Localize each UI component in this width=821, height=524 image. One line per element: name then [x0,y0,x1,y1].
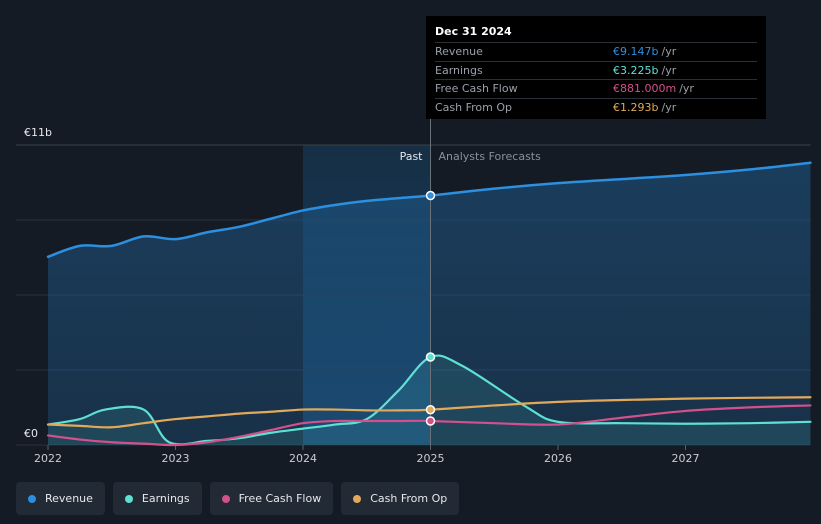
forecast-label: Analysts Forecasts [439,150,542,163]
revenue-marker [425,190,436,201]
legend-label: Cash From Op [370,492,448,505]
tooltip-date: Dec 31 2024 [435,25,512,38]
label-layer: 2022 2023 2024 2025 2026 2027 €11b €0 Past Analys… [24,126,700,465]
tooltip-value: €1.293b [613,100,659,114]
x-tick-label: 2027 [672,452,700,465]
legend-dot-icon [124,494,133,503]
y-axis-top-label: €11b [24,126,52,139]
tooltip-unit: /yr [679,82,694,95]
free-cash-flow-line [46,404,812,447]
y-axis-bottom-label: €0 [24,427,38,440]
tooltip-row-free-cash-flow: Free Cash Flow €881.000m /yr [435,79,757,98]
tooltip-label: Earnings [435,63,483,77]
tooltip-unit: /yr [661,45,677,58]
revenue-area [48,162,811,445]
tooltip-row-cash-from-op: Cash From Op €1.293b /yr [435,97,757,117]
x-tick-label: 2026 [544,452,572,465]
free-cash-flow-marker [425,416,436,426]
x-tick-label: 2023 [162,452,190,465]
legend-item-free-cash-flow[interactable]: Free Cash Flow [209,482,334,515]
area-layer [48,162,811,445]
tooltip-label: Revenue [435,45,483,58]
legend-dot-icon [221,494,230,503]
x-tick-label: 2022 [34,452,62,465]
tooltip-row-earnings: Earnings €3.225b /yr [435,60,757,80]
legend-item-earnings[interactable]: Earnings [112,482,202,515]
legend-dot-icon [28,494,36,503]
x-tick-label: 2024 [289,452,317,465]
revenue-line [46,161,812,259]
cash-from-op-line [46,396,812,429]
tooltip-label: Cash From Op [435,100,513,114]
tooltip-value: €881.000m [613,82,677,95]
tooltip: Dec 31 2024 Revenue €9.147b /yr Earnings… [426,16,766,119]
tooltip-label: Free Cash Flow [435,82,518,95]
tooltip-unit: /yr [661,63,677,77]
x-tick-label: 2025 [417,452,445,465]
tooltip-row-revenue: Revenue €9.147b /yr [435,42,757,61]
tooltip-value: €3.225b [613,63,659,77]
legend-item-revenue[interactable]: Revenue [16,482,105,515]
tooltip-value: €9.147b [613,45,659,58]
tooltip-unit: /yr [661,100,677,114]
legend-label: Revenue [45,492,93,505]
cash-from-op-marker [425,404,436,415]
earnings-line [46,354,812,446]
legend: Revenue Earnings Free Cash Flow Cash Fro… [16,482,460,515]
legend-label: Earnings [141,492,190,505]
legend-item-cash-from-op[interactable]: Cash From Op [341,482,460,515]
past-label: Past [400,150,424,163]
earnings-marker [425,352,436,362]
legend-label: Free Cash Flow [238,492,322,505]
line-layer [46,161,812,447]
earnings-area [48,355,811,445]
legend-dot-icon [353,494,362,503]
